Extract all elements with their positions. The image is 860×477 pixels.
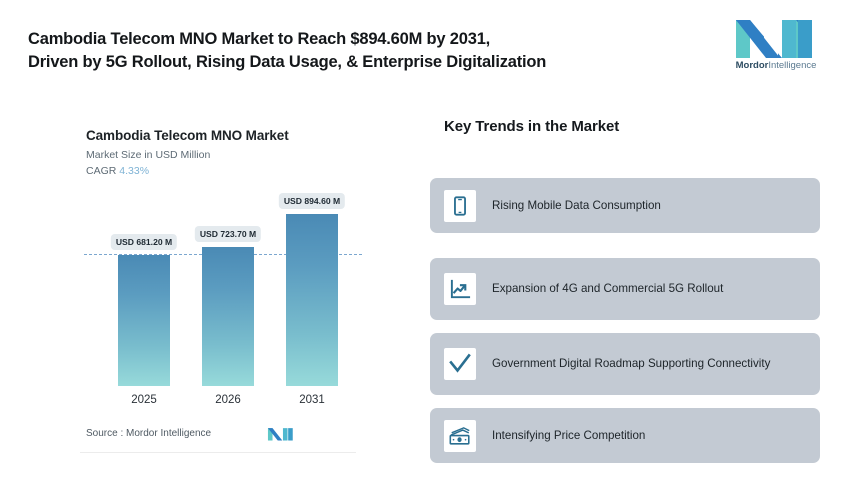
bar-group: USD 723.70 M 2026	[194, 221, 262, 406]
chart-source-row: Source : Mordor Intelligence	[86, 426, 348, 448]
smartphone-icon	[444, 189, 476, 222]
trend-item-2[interactable]: Expansion of 4G and Commercial 5G Rollou…	[430, 258, 820, 320]
cagr-label: CAGR	[86, 165, 117, 177]
chart-subtitle: Market Size in USD Million	[86, 149, 211, 161]
trend-item-1[interactable]: Rising Mobile Data Consumption	[430, 178, 820, 233]
bar-value-label: USD 723.70 M	[194, 226, 262, 242]
brand-logo: MordorIntelligence	[722, 18, 830, 78]
line-chart-growth-icon	[444, 273, 476, 305]
page-title: Cambodia Telecom MNO Market to Reach $89…	[28, 28, 688, 75]
banknotes-money-icon	[444, 419, 476, 452]
card-bottom-rule	[80, 452, 356, 453]
logo-wordmark: MordorIntelligence	[722, 60, 830, 71]
chart-card: Cambodia Telecom MNO Market Market Size …	[58, 108, 376, 456]
headline-line-2: Driven by 5G Rollout, Rising Data Usage,…	[28, 53, 547, 72]
mordor-mark-icon	[267, 428, 293, 441]
x-axis-tick: 2026	[215, 394, 241, 406]
bar-2031	[286, 214, 338, 386]
trend-item-3[interactable]: Government Digital Roadmap Supporting Co…	[430, 333, 820, 395]
mordor-intelligence-logo-icon	[736, 20, 812, 58]
checkmark-icon	[444, 348, 476, 380]
bar-value-label: USD 894.60 M	[278, 193, 346, 209]
logo-wordmark-bold: Mordor	[735, 60, 769, 71]
cagr-value: 4.33%	[119, 165, 150, 177]
logo-wordmark-light: Intelligence	[768, 60, 817, 71]
bar-value-label: USD 681.20 M	[110, 234, 178, 250]
trend-item-label: Rising Mobile Data Consumption	[492, 198, 661, 212]
trend-item-label: Government Digital Roadmap Supporting Co…	[492, 357, 771, 370]
bar-group: USD 681.20 M 2025	[110, 229, 178, 406]
bar-group: USD 894.60 M 2031	[278, 188, 346, 406]
key-trends-panel: Key Trends in the Market Rising Mobile D…	[430, 118, 822, 463]
chart-title: Cambodia Telecom MNO Market	[86, 128, 289, 143]
trend-item-label: Expansion of 4G and Commercial 5G Rollou…	[492, 282, 724, 295]
bar-chart-plot: USD 681.20 M 2025 USD 723.70 M 2026 USD 894.…	[72, 190, 372, 408]
headline-line-1: Cambodia Telecom MNO Market to Reach $89…	[28, 30, 491, 48]
x-axis-tick: 2031	[299, 394, 325, 406]
bar-2025	[118, 255, 170, 386]
bar-2026	[202, 247, 254, 386]
header: Cambodia Telecom MNO Market to Reach $89…	[0, 0, 860, 100]
trend-item-label: Intensifying Price Competition	[492, 428, 646, 442]
chart-source-label: Source : Mordor Intelligence	[86, 428, 212, 439]
key-trends-title: Key Trends in the Market	[444, 118, 620, 135]
chart-cagr: CAGR 4.33%	[86, 165, 149, 177]
trend-item-4[interactable]: Intensifying Price Competition	[430, 408, 820, 463]
x-axis-tick: 2025	[131, 394, 157, 406]
